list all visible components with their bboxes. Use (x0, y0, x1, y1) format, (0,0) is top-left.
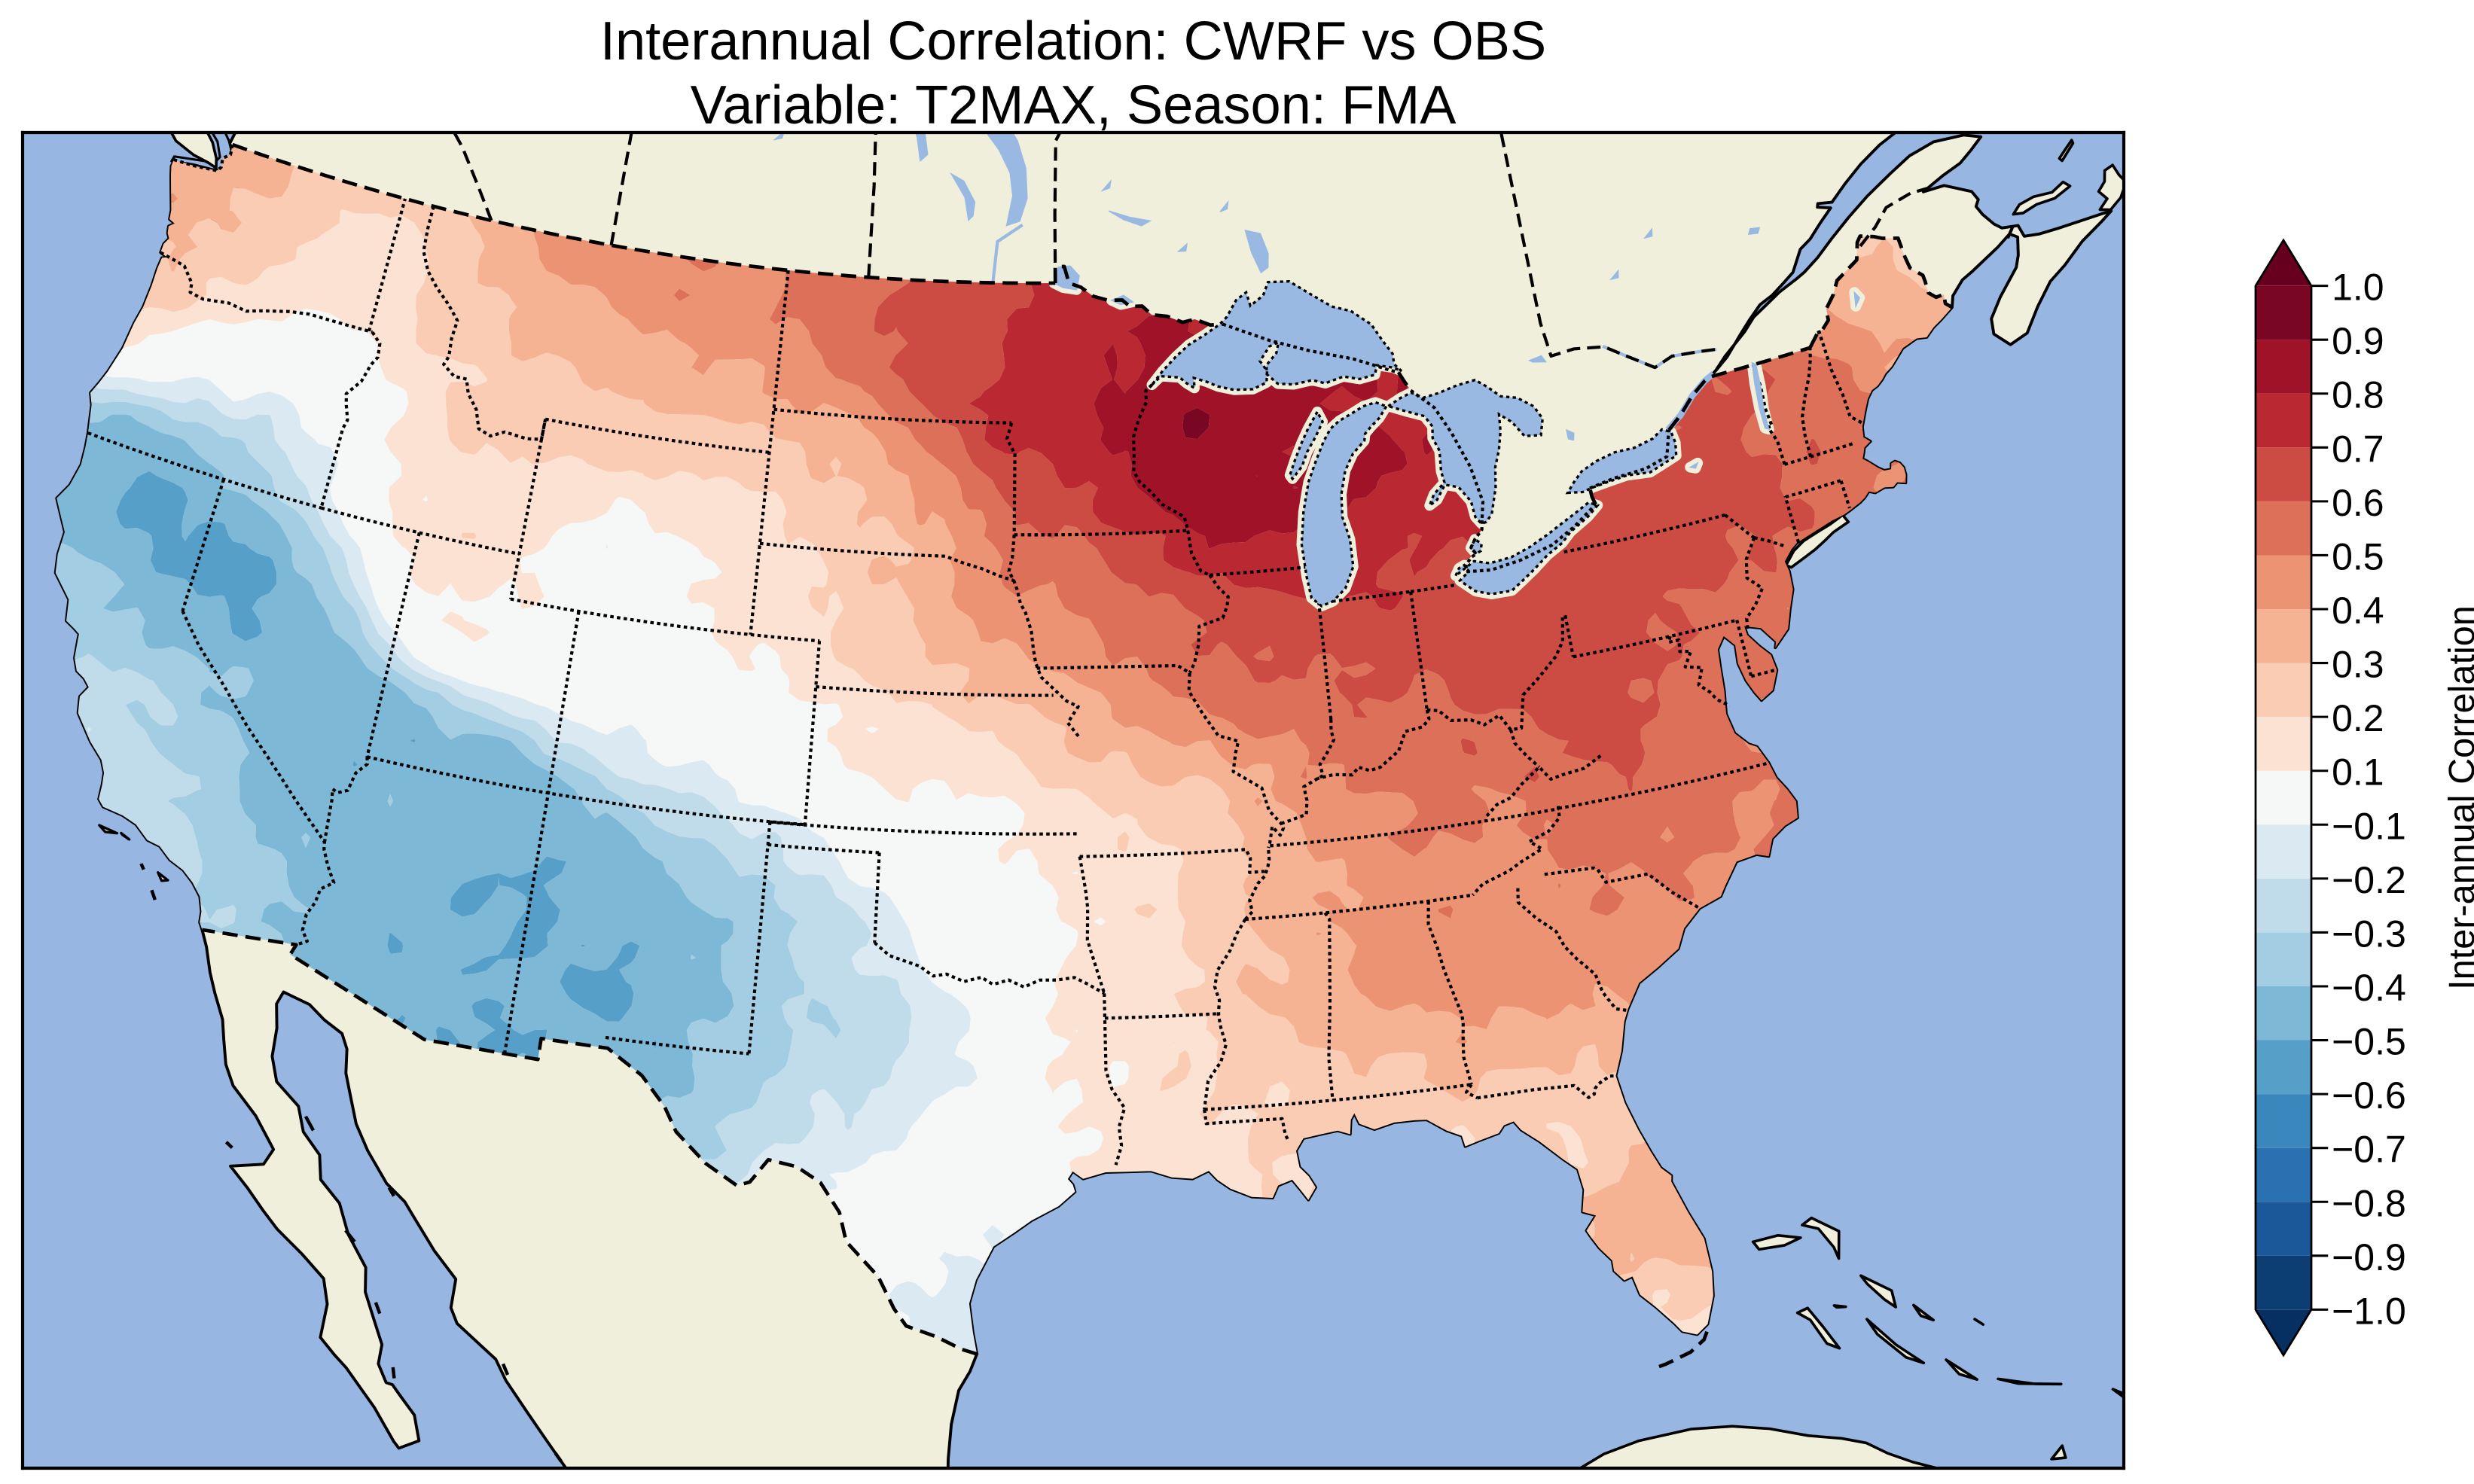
svg-text:0.9: 0.9 (2332, 320, 2384, 362)
svg-text:0.7: 0.7 (2332, 428, 2384, 470)
svg-text:Variable: T2MAX, Season: FMA: Variable: T2MAX, Season: FMA (691, 75, 1457, 136)
svg-text:−0.6: −0.6 (2332, 1074, 2406, 1117)
svg-text:0.2: 0.2 (2332, 697, 2384, 739)
svg-text:0.3: 0.3 (2332, 644, 2384, 686)
svg-text:0.5: 0.5 (2332, 535, 2384, 577)
svg-text:−0.3: −0.3 (2332, 913, 2406, 955)
svg-text:0.4: 0.4 (2332, 590, 2384, 632)
svg-text:−0.9: −0.9 (2332, 1236, 2406, 1278)
svg-text:−0.5: −0.5 (2332, 1021, 2406, 1063)
svg-text:1.0: 1.0 (2332, 267, 2384, 309)
svg-text:−0.4: −0.4 (2332, 967, 2406, 1009)
svg-text:−0.7: −0.7 (2332, 1129, 2406, 1171)
svg-text:Inter-annual Correlation: Inter-annual Correlation (2442, 605, 2474, 990)
svg-text:Interannual Correlation: CWRF: Interannual Correlation: CWRF vs OBS (600, 11, 1546, 72)
svg-text:0.1: 0.1 (2332, 751, 2384, 794)
svg-text:0.6: 0.6 (2332, 482, 2384, 524)
svg-text:0.8: 0.8 (2332, 374, 2384, 416)
svg-text:−0.1: −0.1 (2332, 805, 2406, 847)
svg-text:−0.2: −0.2 (2332, 859, 2406, 901)
svg-text:−0.8: −0.8 (2332, 1182, 2406, 1224)
svg-text:−1.0: −1.0 (2332, 1290, 2406, 1332)
